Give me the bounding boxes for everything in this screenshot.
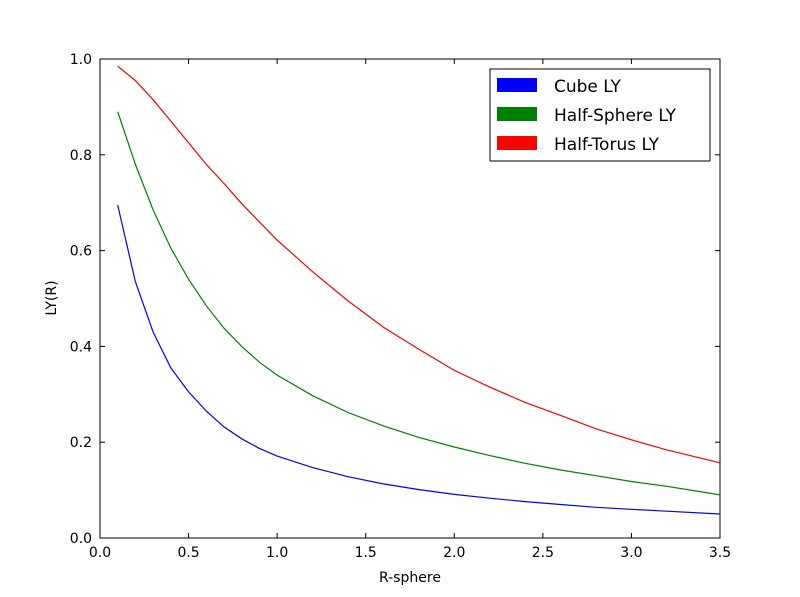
y-tick-label: 0.8 — [70, 148, 92, 164]
x-tick-label: 2.0 — [443, 545, 465, 561]
series-line-half-torus — [117, 65, 721, 464]
legend-label-cube: Cube LY — [554, 77, 622, 97]
x-tick-label: 1.5 — [355, 545, 377, 561]
legend-swatch-half-sphere — [497, 107, 537, 121]
series-layer — [117, 65, 721, 515]
x-tick-label: 0.5 — [177, 545, 199, 561]
series-line-cube — [117, 204, 721, 515]
y-axis-label: LY(R) — [44, 280, 60, 315]
x-tick-label: 1.0 — [266, 545, 288, 561]
y-tick-label: 0.2 — [70, 435, 92, 451]
x-tick-label: 3.0 — [620, 545, 642, 561]
y-tick-label: 0.4 — [70, 339, 92, 355]
legend-swatch-cube — [497, 78, 537, 92]
tick-layer: 0.0 0.5 1.0 1.5 2.0 2.5 3.0 3.5 0.0 0.2 0.4 0.6 0.8 1… — [70, 52, 731, 561]
x-axis-label: R-sphere — [379, 570, 441, 586]
legend-swatch-half-torus — [497, 136, 537, 150]
legend-label-half-sphere: Half-Sphere LY — [554, 106, 677, 126]
y-tick-label: 0.0 — [70, 531, 92, 547]
legend: Cube LY Half-Sphere LY Half-Torus LY — [489, 68, 711, 162]
legend-label-half-torus: Half-Torus LY — [554, 135, 660, 155]
y-tick-label: 0.6 — [70, 244, 92, 260]
y-tick-label: 1.0 — [70, 52, 92, 68]
x-tick-label: 2.5 — [532, 545, 554, 561]
series-line-half-sphere — [117, 111, 721, 496]
x-tick-label: 0.0 — [89, 545, 111, 561]
x-tick-label: 3.5 — [709, 545, 731, 561]
